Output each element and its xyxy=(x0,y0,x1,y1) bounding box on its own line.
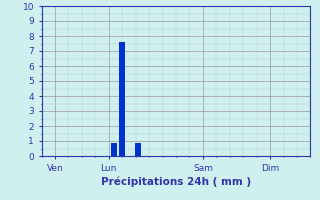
Bar xyxy=(135,142,141,156)
Bar xyxy=(119,42,125,156)
Bar xyxy=(111,142,117,156)
X-axis label: Précipitations 24h ( mm ): Précipitations 24h ( mm ) xyxy=(101,177,251,187)
